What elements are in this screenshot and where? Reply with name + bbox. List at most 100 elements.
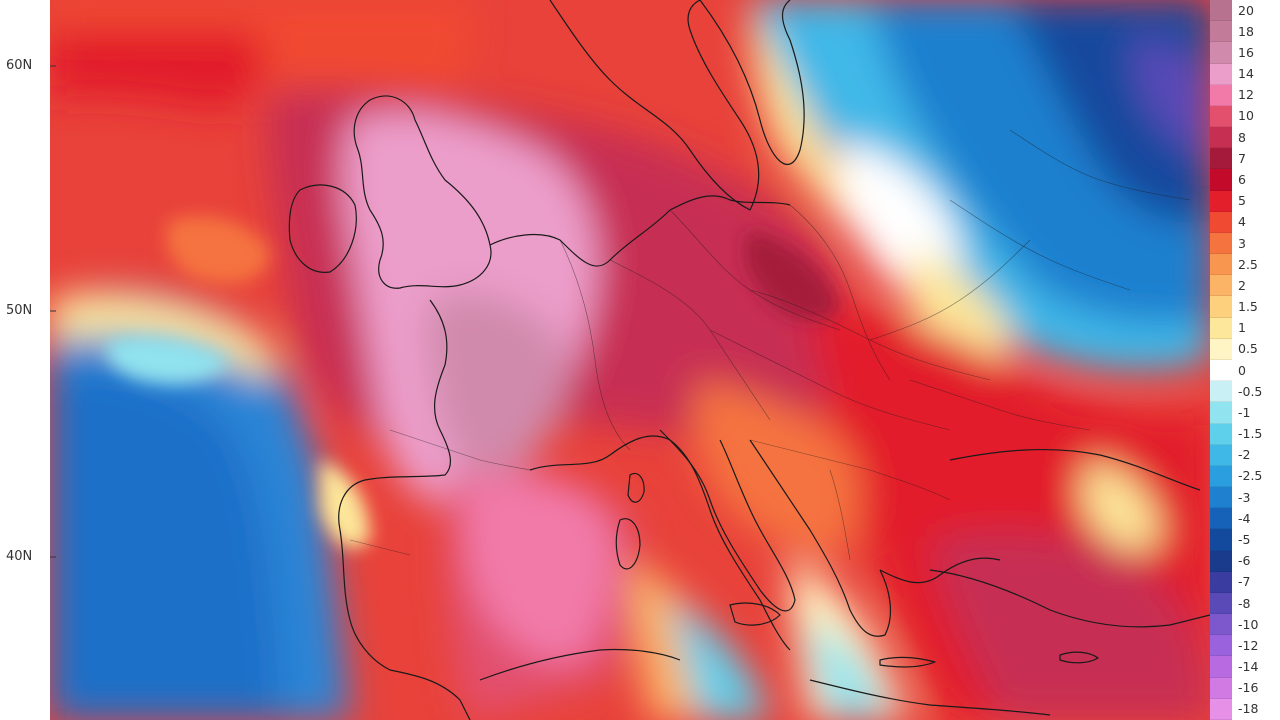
legend-row: -2.5 xyxy=(1210,465,1280,488)
legend-label: -4 xyxy=(1238,510,1251,526)
latitude-ticks xyxy=(50,65,56,558)
legend-label: 4 xyxy=(1238,214,1246,230)
legend-label: -5 xyxy=(1238,531,1251,547)
legend-row: 5 xyxy=(1210,190,1280,212)
map-canvas xyxy=(50,0,1210,720)
legend-label: -7 xyxy=(1238,574,1251,590)
legend-swatch xyxy=(1210,317,1232,339)
legend-label: 2 xyxy=(1238,277,1246,293)
legend-swatch xyxy=(1210,487,1232,509)
legend-swatch xyxy=(1210,169,1232,191)
legend-label: 6 xyxy=(1238,171,1246,187)
legend-row: 8 xyxy=(1210,127,1280,149)
legend-swatch xyxy=(1210,296,1232,318)
legend-label: -6 xyxy=(1238,553,1251,569)
legend-row: -18 xyxy=(1210,698,1280,720)
legend-row: -12 xyxy=(1210,635,1280,657)
legend-row: 1.5 xyxy=(1210,296,1280,318)
legend-label: 2.5 xyxy=(1238,256,1258,272)
legend-swatch xyxy=(1210,656,1232,678)
latitude-label-60n: 60N xyxy=(6,58,33,73)
legend-label: 3 xyxy=(1238,235,1246,251)
legend-row: 6 xyxy=(1210,169,1280,191)
legend-label: 14 xyxy=(1238,66,1254,82)
legend-label: -12 xyxy=(1238,637,1259,653)
legend-row: 2 xyxy=(1210,275,1280,297)
legend-label: 20 xyxy=(1238,2,1254,18)
legend-row: -8 xyxy=(1210,592,1280,615)
legend-row: 3 xyxy=(1210,232,1280,255)
legend-swatch xyxy=(1210,254,1232,276)
legend-row: 16 xyxy=(1210,42,1280,64)
legend-row: 0 xyxy=(1210,360,1280,382)
legend-label: 16 xyxy=(1238,44,1254,60)
latitude-label-50n: 50N xyxy=(6,303,33,318)
legend-swatch xyxy=(1210,0,1232,22)
legend-row: -4 xyxy=(1210,508,1280,530)
legend-swatch xyxy=(1210,127,1232,149)
legend-swatch xyxy=(1210,465,1232,488)
legend-swatch xyxy=(1210,381,1232,403)
legend-swatch xyxy=(1210,42,1232,64)
coastlines xyxy=(288,0,1210,720)
temperature-anomaly-map xyxy=(50,0,1210,720)
legend-label: -8 xyxy=(1238,595,1251,611)
legend-row: -16 xyxy=(1210,677,1280,699)
legend-swatch xyxy=(1210,529,1232,551)
legend-row: 12 xyxy=(1210,84,1280,106)
legend-label: 5 xyxy=(1238,193,1246,209)
legend-label: -1 xyxy=(1238,404,1251,420)
legend-swatch xyxy=(1210,614,1232,636)
anomaly-field xyxy=(50,0,1210,720)
legend-label: 0.5 xyxy=(1238,341,1258,357)
legend-row: -14 xyxy=(1210,656,1280,678)
legend-swatch xyxy=(1210,698,1232,720)
legend-label: 0 xyxy=(1238,362,1246,378)
legend-swatch xyxy=(1210,423,1232,445)
legend-row: -3 xyxy=(1210,487,1280,509)
legend-row: -6 xyxy=(1210,550,1280,572)
legend-label: 12 xyxy=(1238,87,1254,103)
legend-swatch xyxy=(1210,211,1232,233)
legend-swatch xyxy=(1210,571,1232,593)
legend-label: -10 xyxy=(1238,616,1259,632)
legend-label: -2.5 xyxy=(1238,468,1263,484)
legend-label: 10 xyxy=(1238,108,1254,124)
legend-swatch xyxy=(1210,402,1232,424)
legend-swatch xyxy=(1210,190,1232,212)
legend-row: -2 xyxy=(1210,444,1280,466)
legend-swatch xyxy=(1210,360,1232,382)
legend-label: -0.5 xyxy=(1238,383,1263,399)
legend-label: -3 xyxy=(1238,489,1251,505)
legend-swatch xyxy=(1210,635,1232,657)
legend-swatch xyxy=(1210,275,1232,297)
legend-label: -16 xyxy=(1238,680,1259,696)
legend-label: -1.5 xyxy=(1238,426,1263,442)
legend-label: -2 xyxy=(1238,447,1251,463)
legend-swatch xyxy=(1210,508,1232,530)
legend-row: -10 xyxy=(1210,614,1280,636)
legend-swatch xyxy=(1210,677,1232,699)
legend-row: -5 xyxy=(1210,529,1280,551)
legend-row: 0.5 xyxy=(1210,338,1280,360)
legend-label: 8 xyxy=(1238,129,1246,145)
country-borders xyxy=(349,129,1191,561)
legend-swatch xyxy=(1210,550,1232,572)
legend-swatch xyxy=(1210,338,1232,360)
legend-swatch xyxy=(1210,232,1232,255)
color-scale-legend: 20 18 16 14 12 10 8 7 6 5 4 3 2.5 2 1.5 1 0.5 0 -0.5 -1 -1.5… xyxy=(1210,0,1280,720)
legend-row: 7 xyxy=(1210,148,1280,170)
legend-label: 7 xyxy=(1238,150,1246,166)
legend-row: 1 xyxy=(1210,317,1280,339)
legend-row: -7 xyxy=(1210,571,1280,593)
anomaly-detail xyxy=(106,216,840,549)
legend-label: -18 xyxy=(1238,701,1259,717)
legend-swatch xyxy=(1210,84,1232,106)
legend-swatch xyxy=(1210,592,1232,615)
legend-swatch xyxy=(1210,21,1232,43)
legend-swatch xyxy=(1210,148,1232,170)
legend-swatch xyxy=(1210,105,1232,128)
legend-row: 2.5 xyxy=(1210,254,1280,276)
legend-swatch xyxy=(1210,444,1232,466)
